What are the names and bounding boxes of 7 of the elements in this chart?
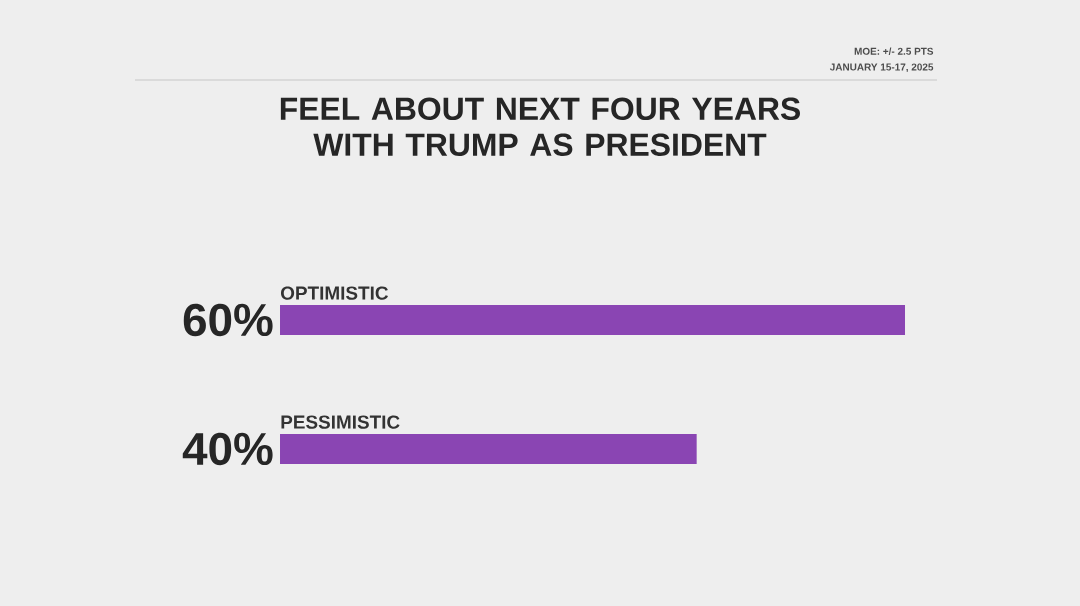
y-tick-label: PESSIMISTIC (281, 415, 400, 429)
chart-title: FEEL ABOUT NEXT FOUR YEARS WITH TRUMP AS PRESIDENT (280, 97, 800, 156)
text: JANUARY 15-17, 2025 (829, 63, 934, 73)
y-tick-label: OPTIMISTIC (280, 286, 389, 300)
data-label: 60% (183, 303, 273, 337)
text: MOE: +/- 2.5 PTS (854, 47, 934, 55)
data-label: 40% (182, 432, 273, 466)
